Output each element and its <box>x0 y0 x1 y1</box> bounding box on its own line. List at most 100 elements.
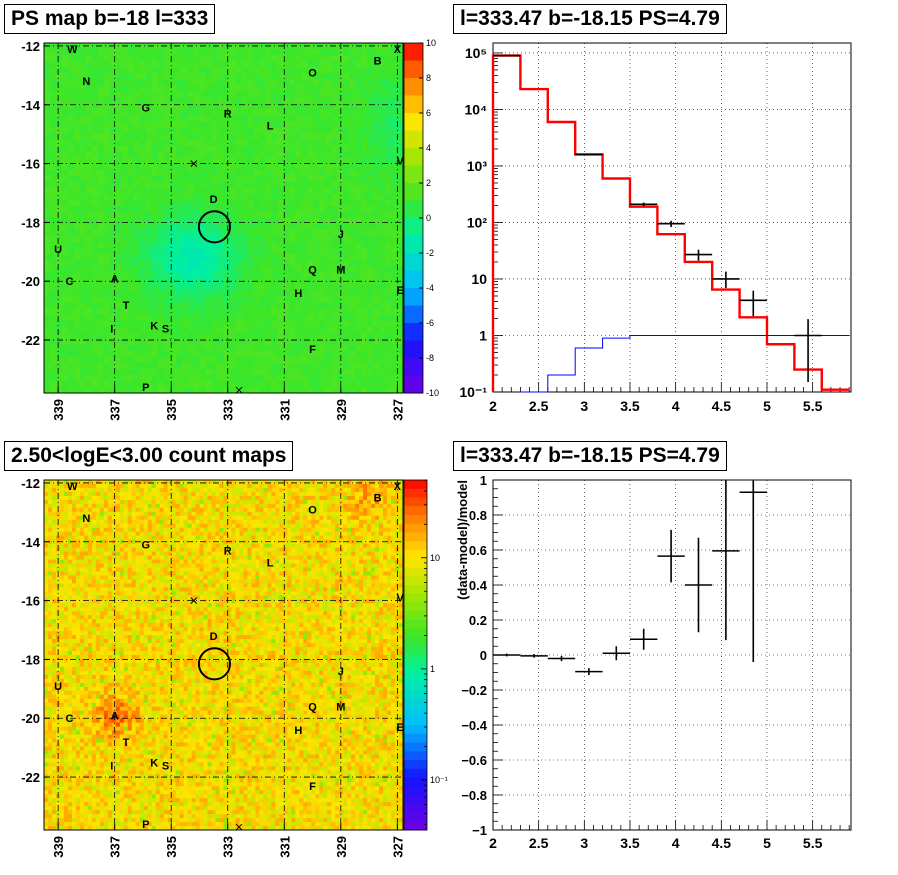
ps-map-title: PS map b=-18 l=333 <box>4 4 216 34</box>
y-tick-label: −0.2 <box>461 683 487 698</box>
cross-marker <box>235 386 243 394</box>
source-label-X: X <box>394 481 402 493</box>
y-tick-label: 10 <box>471 271 487 287</box>
source-label-D: D <box>210 194 218 206</box>
source-label-K: K <box>150 757 158 769</box>
y-tick-label: −0.6 <box>461 753 487 768</box>
y-tick-label: -12 <box>21 476 40 491</box>
data-point <box>712 480 740 641</box>
y-tick-label: -18 <box>21 652 40 667</box>
data-point <box>575 668 603 676</box>
source-label-M: M <box>336 701 345 713</box>
x-tick-label: 5.5 <box>803 398 823 414</box>
ps-colorbar <box>404 43 423 394</box>
source-label-S: S <box>162 323 169 335</box>
source-label-A: A <box>111 273 119 285</box>
data-point <box>629 202 658 207</box>
y-tick-label: 1 <box>480 473 487 488</box>
colorbar-tick-label: 1 <box>430 664 435 674</box>
y-tick-label: 0.4 <box>469 578 488 593</box>
x-tick-label: 4 <box>672 835 680 851</box>
source-label-Q: Q <box>308 264 317 276</box>
y-tick-label: 0.2 <box>469 613 487 628</box>
x-tick-label: 5.5 <box>803 835 823 851</box>
ps-heatmap <box>44 43 404 394</box>
colorbar-tick-label: 10 <box>426 38 436 48</box>
source-label-L: L <box>267 120 274 132</box>
x-tick-label: 335 <box>164 836 179 858</box>
y-tick-label: 0.8 <box>469 508 487 523</box>
count-frame <box>43 479 404 831</box>
source-label-I: I <box>110 323 113 335</box>
source-label-J: J <box>338 229 344 241</box>
x-tick-label: 5 <box>763 398 771 414</box>
source-label-R: R <box>224 109 232 121</box>
y-tick-label: -14 <box>21 98 41 113</box>
data-point <box>712 271 740 289</box>
count-grid <box>44 480 403 830</box>
data-point <box>739 480 767 662</box>
x-tick-label: 3.5 <box>620 835 640 851</box>
x-tick-label: 2 <box>489 835 497 851</box>
data-point <box>547 655 576 662</box>
residual-plot: 1 0.8 0.6 0.4 0.2 0 −0.2 −0.4 −0.6 −0.8 −12 2.5 3 3.5… <box>455 473 852 851</box>
cross-marker <box>190 160 198 167</box>
x-tick-label: 4.5 <box>712 398 732 414</box>
data-point <box>794 319 822 383</box>
x-tick-label: 5 <box>763 835 771 851</box>
y-tick-label: -22 <box>21 770 40 785</box>
source-label-B: B <box>374 493 382 505</box>
residual-panel: 1 0.8 0.6 0.4 0.2 0 −0.2 −0.4 −0.6 −0.8 −1 2 2.5 3 3.5… <box>449 437 898 875</box>
source-label-R: R <box>224 546 232 558</box>
x-tick-label: 327 <box>390 399 405 421</box>
source-label-O: O <box>308 67 317 79</box>
residual-grid <box>493 480 851 830</box>
colorbar-tick-label: 10 <box>430 553 440 563</box>
x-tick-label: 339 <box>51 399 66 421</box>
source-label-I: I <box>110 760 113 772</box>
data-point <box>657 220 685 228</box>
y-axis-label: (data-model)/model <box>455 480 470 600</box>
y-tick-label: -20 <box>21 711 40 726</box>
x-tick-label: 327 <box>390 836 405 858</box>
source-label-A: A <box>111 710 119 722</box>
data-point <box>739 290 767 317</box>
y-tick-label: −0.8 <box>461 788 487 803</box>
source-label-S: S <box>162 760 169 772</box>
source-label-H: H <box>294 288 302 300</box>
x-tick-label: 4.5 <box>712 835 732 851</box>
source-label-G: G <box>141 103 150 115</box>
x-tick-label: 333 <box>221 399 236 421</box>
count-colorbar <box>404 480 427 831</box>
ps-grid <box>44 43 403 393</box>
data-point <box>493 653 521 657</box>
cross-marker <box>235 823 243 831</box>
source-label-J: J <box>338 666 344 678</box>
spectrum-panel: 10⁻¹ 1 10 10² 10³ 10⁴ 10⁵ 2 2.5 3 3.5 4 4.5 5 5.5 l=33… <box>449 0 898 437</box>
source-label-V: V <box>397 593 405 605</box>
data-point <box>602 646 630 661</box>
x-tick-label: 331 <box>277 836 292 858</box>
data-point <box>684 249 713 261</box>
colorbar-tick-label: 6 <box>426 108 431 118</box>
source-label-G: G <box>141 540 150 552</box>
colorbar-tick-label: -4 <box>426 283 434 293</box>
count-map-panel: -12 -14 -16 -18 -20 -22 339 337 335 333 331 329 327 W… <box>0 437 449 875</box>
x-tick-label: 337 <box>108 399 123 421</box>
source-label-N: N <box>82 76 90 88</box>
source-label-T: T <box>123 300 130 312</box>
source-circle <box>197 210 232 244</box>
y-tick-label: 10³ <box>467 158 488 174</box>
y-tick-label: -20 <box>21 274 40 289</box>
y-tick-label: −0.4 <box>461 718 487 733</box>
y-tick-label: 10⁻¹ <box>459 384 487 400</box>
source-label-H: H <box>294 725 302 737</box>
y-tick-label: -22 <box>21 333 40 348</box>
source-label-B: B <box>374 56 382 68</box>
source-label-C: C <box>65 713 73 725</box>
source-label-P: P <box>142 819 149 831</box>
source-label-M: M <box>336 264 345 276</box>
source-label-K: K <box>150 320 158 332</box>
count-map-title: 2.50<logE<3.00 count maps <box>4 441 294 471</box>
x-tick-label: 2.5 <box>529 398 549 414</box>
